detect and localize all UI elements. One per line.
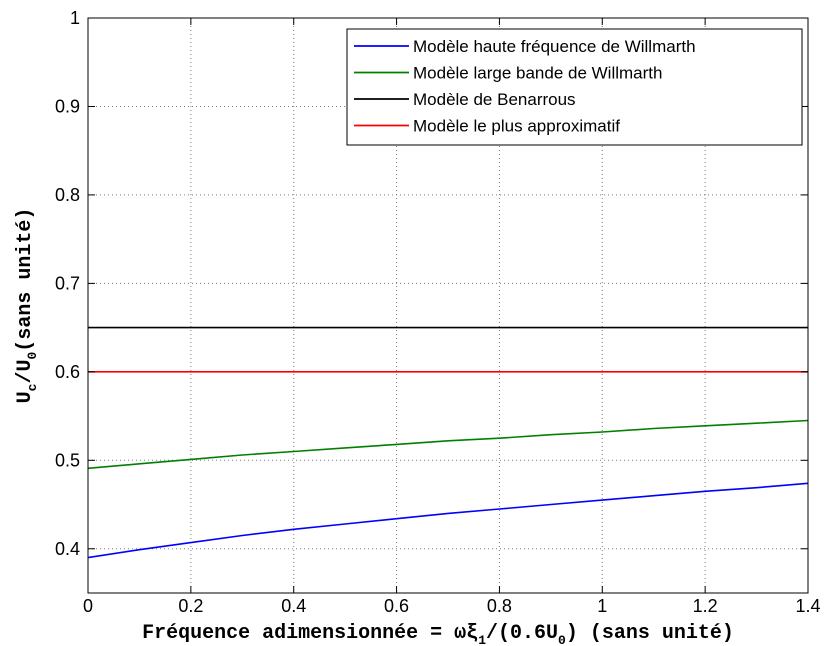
y-axis-title: Uc/U0(sans unité) <box>14 208 40 404</box>
y-tick-label: 0.5 <box>55 450 80 470</box>
ticks <box>87 17 809 593</box>
legend: Modèle haute fréquence de Willmarth Modèl… <box>346 28 803 146</box>
legend-label: Modèle haute fréquence de Willmarth <box>413 37 696 56</box>
series-line-1 <box>87 482 809 559</box>
series-line-2 <box>87 419 809 470</box>
x-axis-title: Fréquence adimensionnée = ωξ1/(0.6U0) (s… <box>142 622 734 646</box>
y-tick-label: 0.7 <box>55 273 80 293</box>
x-tick-label: 1.2 <box>693 596 718 616</box>
x-tick-label: 0.2 <box>178 596 203 616</box>
tick-labels: 0 0.2 0.4 0.6 0.8 1 1.2 1.4 0.4 0.5 0.6 0.7 0.8 0.9 1 <box>55 8 821 616</box>
y-tick-label: 0.6 <box>55 362 80 382</box>
legend-label: Modèle large bande de Willmarth <box>413 64 662 83</box>
x-tick-label: 1.4 <box>795 596 820 616</box>
x-tick-label: 0.6 <box>384 596 409 616</box>
legend-label: Modèle de Benarrous <box>413 90 576 109</box>
y-tick-label: 0.9 <box>55 96 80 116</box>
y-tick-label: 0.4 <box>55 539 80 559</box>
x-tick-label: 0 <box>83 596 93 616</box>
y-tick-label: 0.8 <box>55 185 80 205</box>
x-tick-label: 0.4 <box>281 596 306 616</box>
legend-items: Modèle haute fréquence de Willmarth Modèl… <box>354 37 696 136</box>
x-tick-label: 1 <box>597 596 607 616</box>
legend-label: Modèle le plus approximatif <box>413 117 620 136</box>
series-lines <box>87 326 809 559</box>
plot-frame <box>87 17 809 594</box>
x-tick-label: 0.8 <box>487 596 512 616</box>
y-tick-label: 1 <box>70 8 80 28</box>
legend-box <box>346 28 803 146</box>
